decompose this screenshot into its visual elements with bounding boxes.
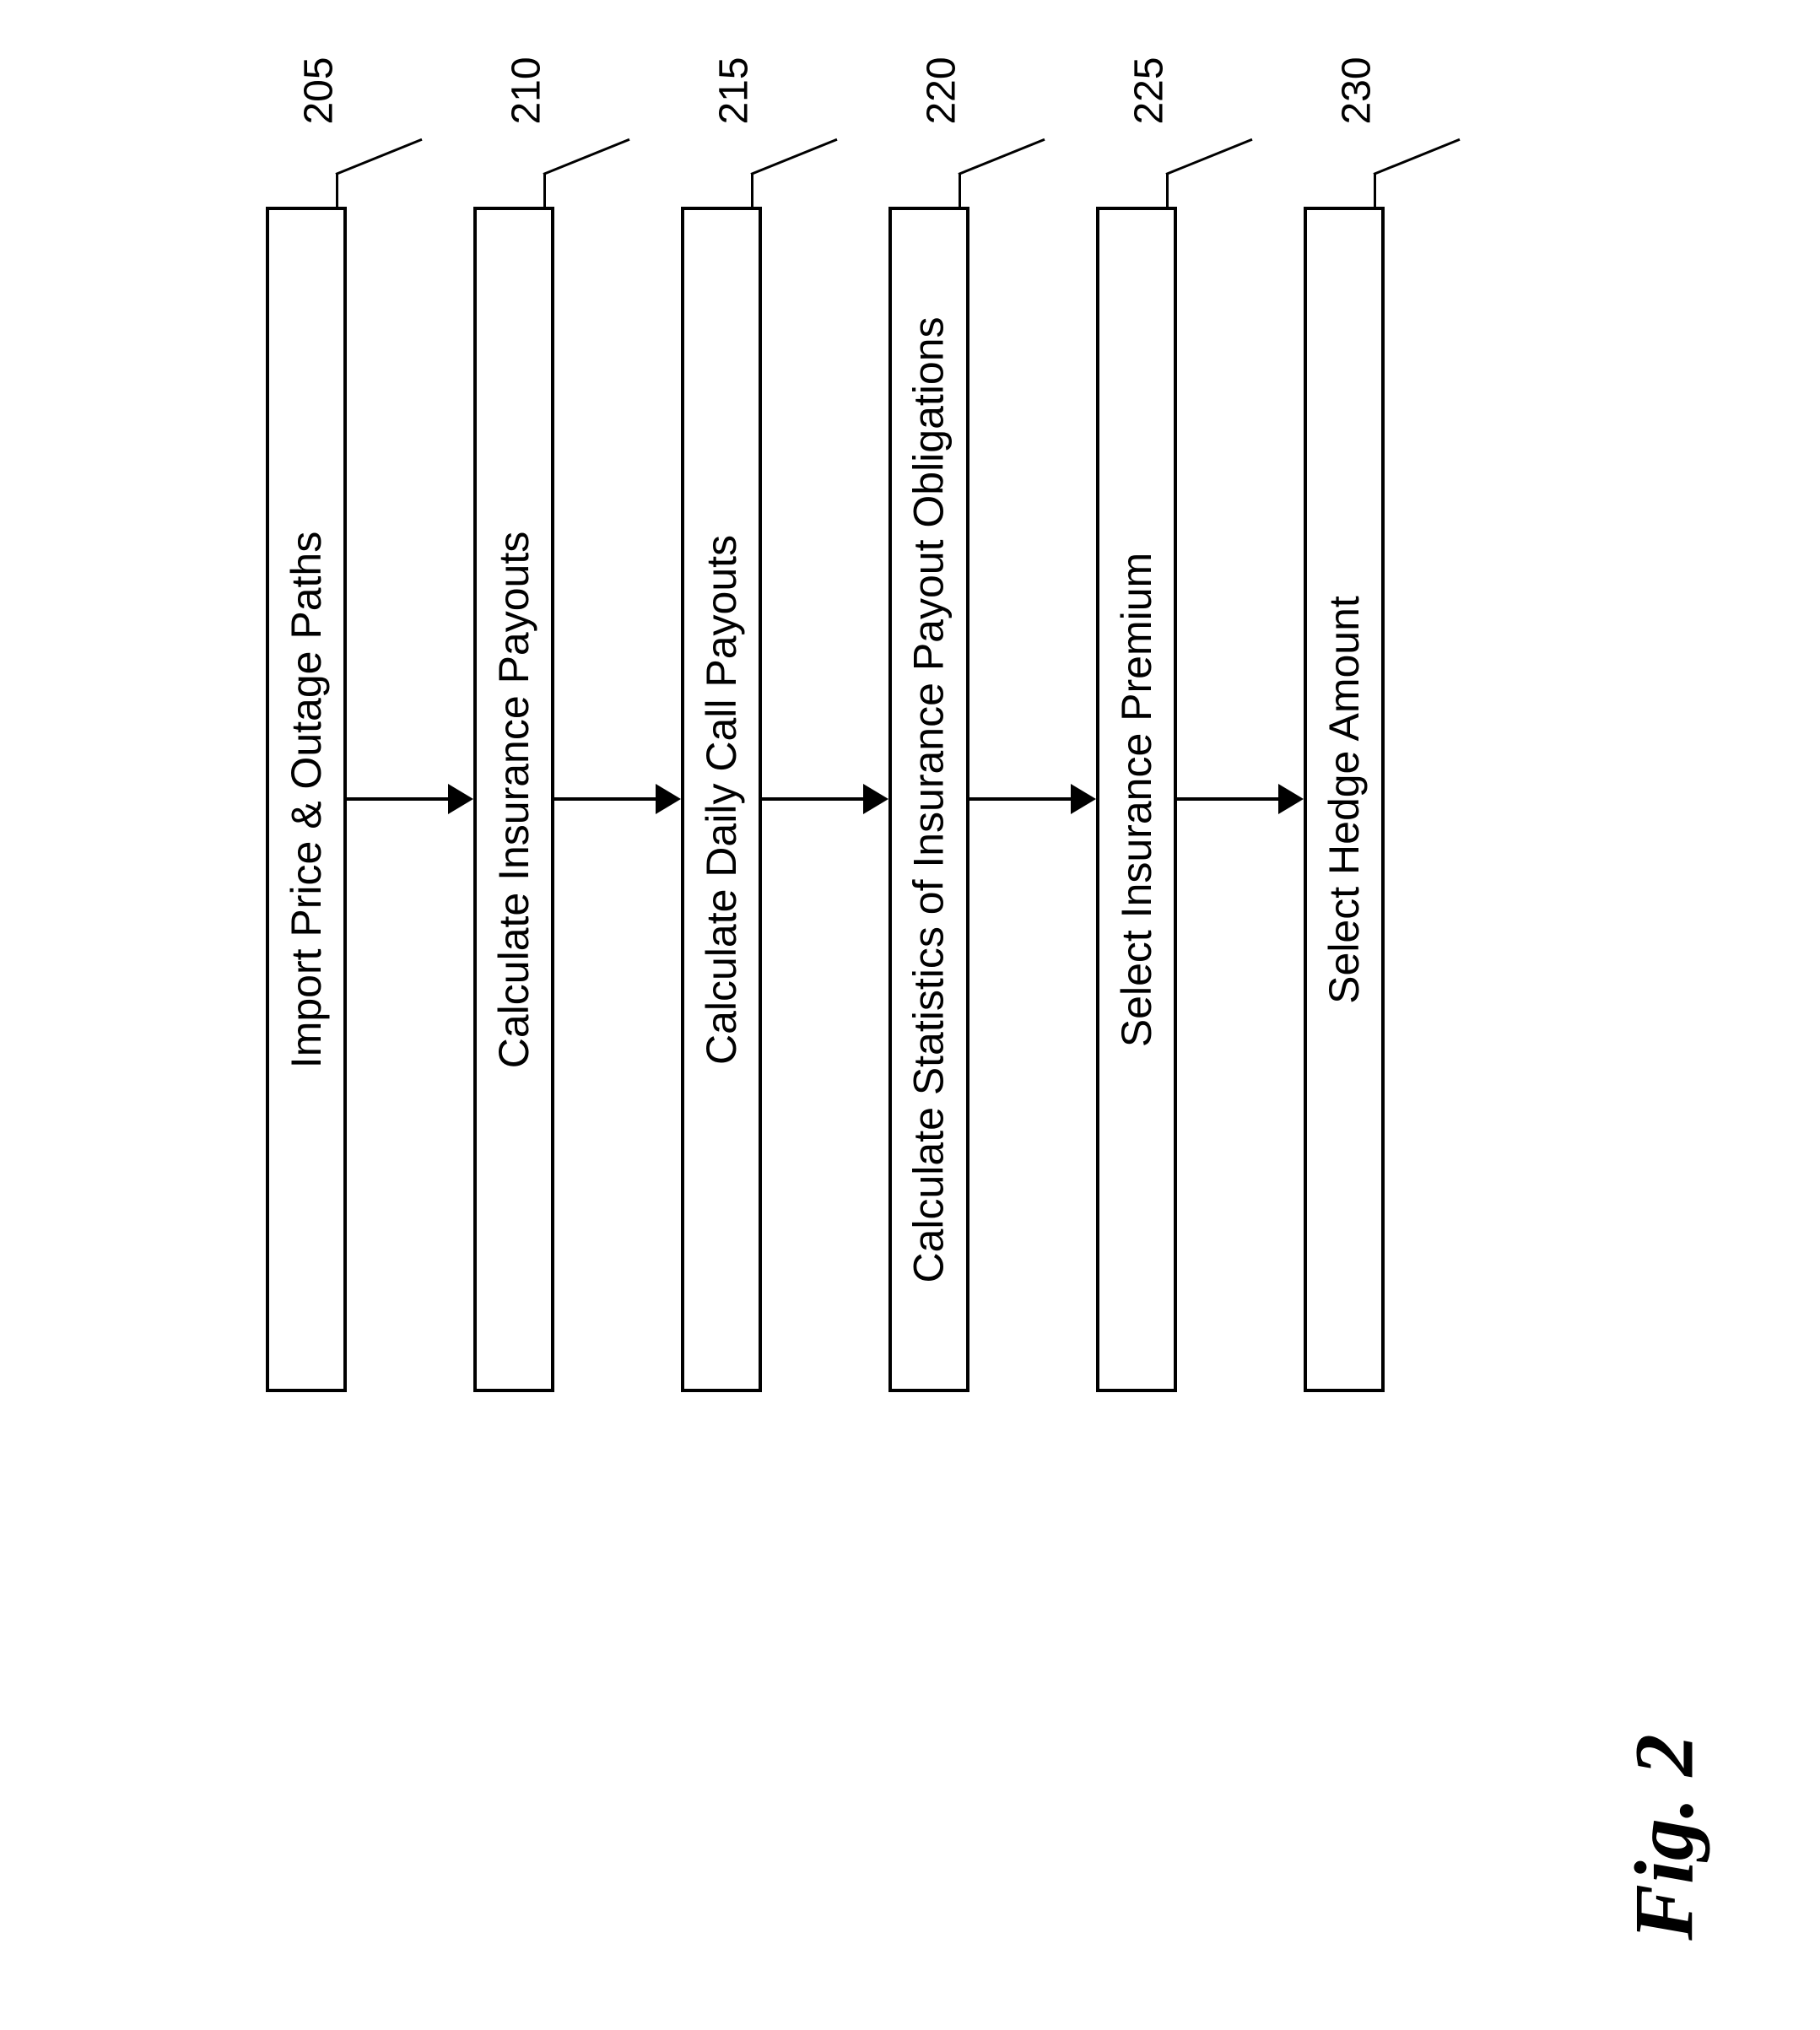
flow-box-label: Calculate Daily Call Payouts <box>696 534 747 1064</box>
ref-220: 220 <box>919 57 965 124</box>
ref-205: 205 <box>296 57 343 124</box>
flow-box-import-paths: Import Price & Outage Paths <box>266 207 347 1392</box>
leader-line <box>1373 138 1460 175</box>
diagram-canvas: Import Price & Outage Paths Calculate In… <box>0 0 1820 2030</box>
leader-line <box>1165 138 1252 175</box>
flow-arrow <box>1177 797 1278 801</box>
flow-box-calc-daily-call-payouts: Calculate Daily Call Payouts <box>681 207 762 1392</box>
flow-box-calc-insurance-payouts: Calculate Insurance Payouts <box>473 207 554 1392</box>
ref-210: 210 <box>504 57 550 124</box>
leader-line <box>543 173 546 207</box>
flow-arrow <box>554 797 656 801</box>
flow-box-label: Select Hedge Amount <box>1319 596 1369 1004</box>
flow-box-label: Calculate Insurance Payouts <box>489 531 539 1067</box>
leader-line <box>958 138 1045 175</box>
ref-225: 225 <box>1126 57 1173 124</box>
leader-line <box>1374 173 1376 207</box>
leader-line <box>750 138 837 175</box>
flow-box-select-hedge: Select Hedge Amount <box>1304 207 1385 1392</box>
flow-box-label: Select Insurance Premium <box>1111 552 1162 1046</box>
arrow-head-icon <box>863 784 888 814</box>
arrow-head-icon <box>448 784 473 814</box>
figure-label: Fig. 2 <box>1616 1734 1713 1940</box>
leader-line <box>751 173 753 207</box>
flow-box-label: Import Price & Outage Paths <box>281 531 332 1067</box>
flow-box-calc-statistics: Calculate Statistics of Insurance Payout… <box>888 207 969 1392</box>
leader-line <box>543 138 629 175</box>
arrow-head-icon <box>1278 784 1304 814</box>
leader-line <box>336 173 338 207</box>
flow-box-select-premium: Select Insurance Premium <box>1096 207 1177 1392</box>
arrow-head-icon <box>1071 784 1096 814</box>
ref-230: 230 <box>1334 57 1380 124</box>
arrow-head-icon <box>656 784 681 814</box>
leader-line <box>1166 173 1169 207</box>
ref-215: 215 <box>711 57 758 124</box>
flow-box-label: Calculate Statistics of Insurance Payout… <box>904 316 954 1282</box>
leader-line <box>335 138 422 175</box>
flow-arrow <box>347 797 448 801</box>
flow-arrow <box>762 797 863 801</box>
flow-arrow <box>969 797 1071 801</box>
leader-line <box>959 173 961 207</box>
